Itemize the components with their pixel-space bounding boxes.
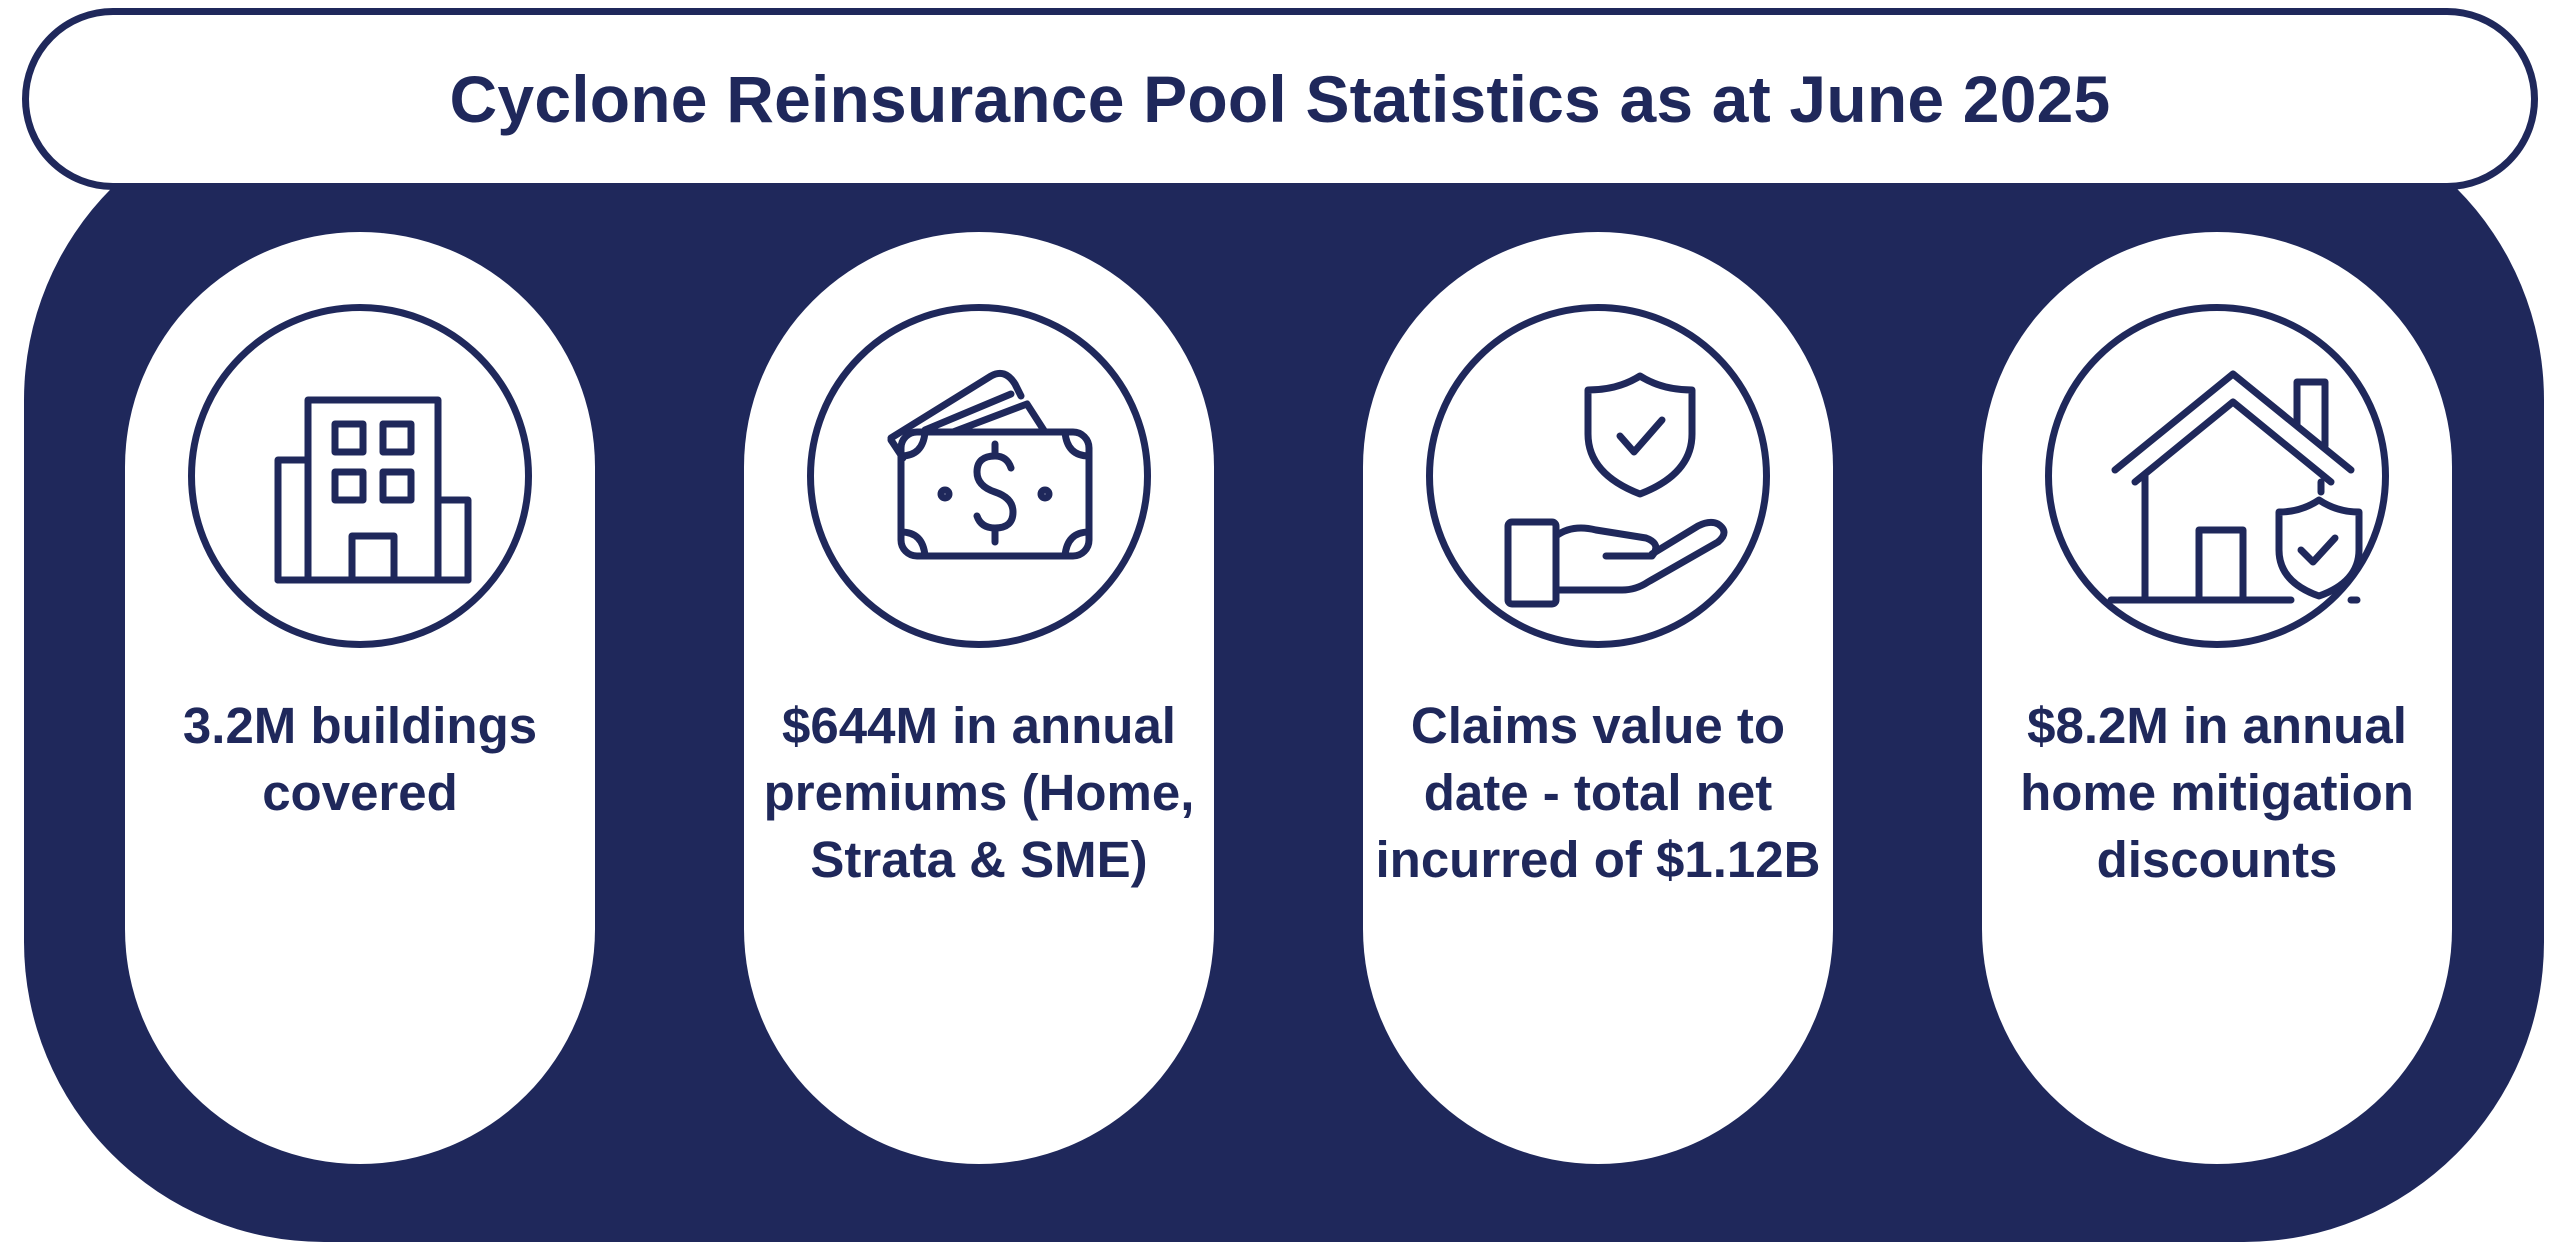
building-icon: [188, 304, 532, 648]
cash-icon: [807, 304, 1151, 648]
stat-buildings-text: 3.2M buildings covered: [182, 697, 538, 821]
page-title: Cyclone Reinsurance Pool Statistics as a…: [449, 62, 2111, 136]
stat-claims-text: Claims value to date - total net incurre…: [1375, 697, 1821, 888]
stat-premiums-text: $644M in annual premiums (Home, Strata &…: [763, 697, 1195, 888]
title-banner: Cyclone Reinsurance Pool Statistics as a…: [22, 8, 2538, 190]
house-shield-icon: [2045, 304, 2389, 648]
stat-card-buildings: 3.2M buildings covered: [125, 232, 595, 1164]
stat-card-mitigation: $8.2M in annual home mitigation discount…: [1982, 232, 2452, 1164]
stat-card-premiums: $644M in annual premiums (Home, Strata &…: [744, 232, 1214, 1164]
stat-mitigation-text: $8.2M in annual home mitigation discount…: [2020, 697, 2414, 888]
shield-hand-icon: [1426, 304, 1770, 648]
stat-card-claims: Claims value to date - total net incurre…: [1363, 232, 1833, 1164]
